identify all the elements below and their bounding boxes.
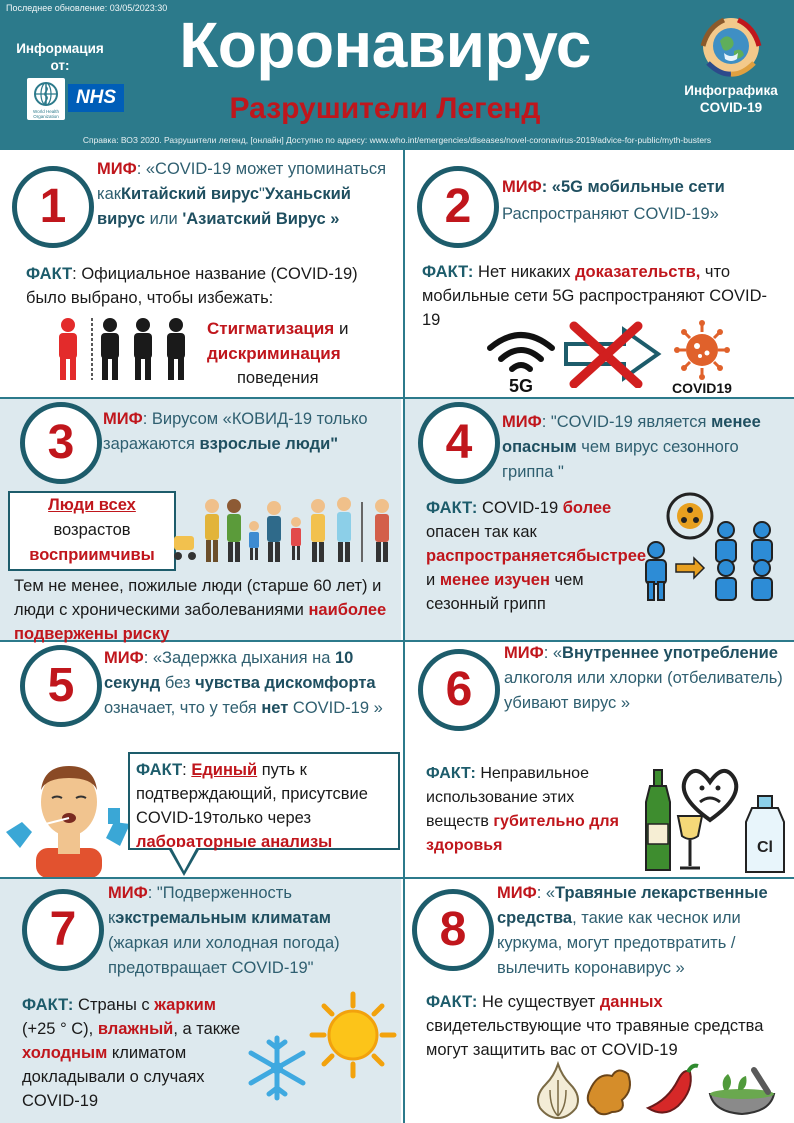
- herbs-icon: [528, 1060, 790, 1120]
- reference-note: Справка: ВОЗ 2020. Разрушители легенд, […: [82, 135, 712, 145]
- label-5g: 5G: [509, 376, 533, 394]
- fact-3: Тем не менее, пожилые люди (старше 60 ле…: [14, 577, 387, 643]
- all-ages-callout: Люди всех возрастов восприимчивы: [8, 491, 176, 571]
- behavior-text: поведения: [237, 369, 319, 387]
- info-from-label: Информация от:: [16, 41, 104, 73]
- divider-vertical: [403, 150, 405, 1123]
- myth-7: МИФ: "Подверженность кэкстремальным клим…: [108, 884, 340, 977]
- card-number-3: 3: [20, 402, 102, 484]
- sun-icon: [308, 990, 398, 1080]
- fact-8: ФАКТ: Не существует данных свидетельству…: [426, 993, 764, 1059]
- fact-4: ФАКТ: COVID-19 более опасен так как расп…: [426, 499, 647, 613]
- header-banner: Последнее обновление: 03/05/2023:30 Инфо…: [0, 0, 794, 150]
- virus-icon: COVID19: [662, 318, 742, 396]
- all-ages-people-icon: [172, 494, 400, 566]
- chlorine-label: Cl: [757, 839, 773, 856]
- card-number-2: 2: [417, 166, 499, 248]
- myth-4: МИФ: "COVID-19 является менее опасным че…: [502, 413, 761, 481]
- fact-1: ФАКТ: Официальное название (COVID-19) бы…: [26, 265, 358, 307]
- who-logo: World Health Organization: [27, 78, 65, 120]
- myth-1: МИФ: «COVID-19 может упоминаться какКита…: [97, 160, 387, 228]
- wifi-5g-icon: 5G: [486, 328, 556, 396]
- myth-8: МИФ: «Травяные лекарственные средства, т…: [497, 884, 768, 977]
- globe-hands-icon: [700, 15, 762, 77]
- label-covid19: COVID19: [672, 380, 732, 396]
- fact-7: ФАКТ: Страны с жарким (+25 ° C), влажный…: [22, 996, 241, 1110]
- fact-6: ФАКТ: Неправильное использование этих ве…: [426, 765, 619, 854]
- page-title: Коронавирус: [179, 9, 591, 81]
- divider-row-2: [0, 640, 794, 642]
- myth-2: МИФ: «5G мобильные сети Распространяют CO…: [502, 178, 725, 223]
- stigma-text: Стигматизация и дискриминация: [207, 319, 349, 363]
- nhs-logo: NHS: [68, 84, 124, 112]
- myth-3: МИФ: Вирусом «КОВИД-19 только заражаются…: [103, 410, 368, 453]
- alcohol-bleach-icon: Cl: [640, 752, 788, 874]
- infographic-label: Инфографика COVID-19: [684, 83, 778, 115]
- swab-test-icon: [2, 752, 134, 878]
- speech-bubble-tail-inner: [171, 847, 197, 871]
- page-subtitle: Разрушители Легенд: [229, 92, 541, 125]
- fact-2: ФАКТ: Нет никаких доказательств, что моб…: [422, 263, 767, 329]
- svg-text:Organization: Organization: [33, 114, 59, 119]
- last-updated: Последнее обновление: 03/05/2023:30: [6, 3, 168, 13]
- myth-6: МИФ: «Внутреннее употребление алкоголя и…: [504, 644, 783, 712]
- divider-row-3: [0, 877, 794, 879]
- divider-row-1: [0, 397, 794, 399]
- people-stigma-icon: [52, 316, 197, 382]
- snowflake-icon: [243, 1034, 311, 1102]
- blocked-arrow-icon: [562, 320, 662, 389]
- card-number-1: 1: [12, 166, 94, 248]
- svg-text:World Health: World Health: [33, 109, 59, 114]
- myth-5: МИФ: «Задержка дыхания на 10 секунд без …: [104, 649, 383, 717]
- card-number-4: 4: [418, 402, 500, 484]
- card-number-8: 8: [412, 889, 494, 971]
- card-number-7: 7: [22, 889, 104, 971]
- card-number-5: 5: [20, 645, 102, 727]
- card-number-6: 6: [418, 649, 500, 731]
- virus-spread-people-icon: [636, 490, 788, 602]
- fact-5-speech-bubble: ФАКТ: Единый путь к подтверждающий, прис…: [128, 752, 400, 851]
